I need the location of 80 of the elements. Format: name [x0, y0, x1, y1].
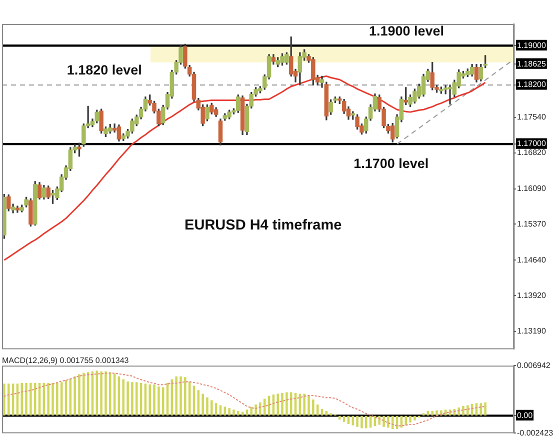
bar — [263, 398, 266, 416]
y-tick-label: 0.006942 — [517, 360, 551, 370]
y-tick-label: 1.16090 — [517, 184, 546, 194]
bar — [131, 382, 134, 416]
chart-title: MACD(12,26,9) 0.001755 0.001343 — [2, 356, 130, 366]
bar — [78, 374, 80, 416]
bar — [259, 402, 262, 416]
bar — [281, 393, 284, 416]
bar — [431, 411, 434, 416]
bar — [158, 386, 160, 416]
bar — [250, 406, 253, 416]
bar — [237, 411, 240, 416]
y-tick-label: 1.17000 — [517, 139, 546, 148]
bar — [109, 372, 112, 416]
bar — [100, 371, 102, 416]
bar — [436, 410, 438, 416]
bar — [338, 416, 341, 420]
bar — [210, 400, 213, 416]
bar — [462, 406, 464, 416]
bar — [206, 397, 208, 416]
bar — [30, 382, 32, 416]
y-tick-label: 1.16820 — [517, 148, 546, 158]
y-tick-label: 1.18200 — [517, 80, 546, 90]
bar — [232, 410, 235, 416]
bar — [308, 396, 310, 416]
bar — [20, 382, 23, 416]
bar — [7, 384, 10, 416]
bar — [404, 416, 407, 426]
bar — [135, 382, 138, 416]
bar — [312, 400, 314, 416]
ref-line-label: 1.1900 level — [368, 23, 444, 38]
bar — [74, 376, 76, 416]
bar — [224, 406, 226, 416]
bar — [466, 405, 469, 416]
y-tick-label: 0.00 — [517, 410, 534, 420]
bar — [47, 382, 50, 416]
bar — [365, 416, 368, 428]
y-tick-label: 1.17540 — [517, 112, 546, 122]
bar — [82, 372, 85, 416]
bar — [286, 392, 288, 416]
bar — [180, 376, 182, 416]
bar — [391, 416, 394, 430]
bar — [422, 413, 425, 416]
bar — [126, 381, 129, 416]
y-tick-label: 1.18625 — [517, 59, 546, 68]
y-tick-label: 1.15370 — [517, 219, 546, 228]
bar — [202, 394, 204, 416]
candlestick — [448, 84, 452, 105]
bar — [409, 416, 412, 423]
bar — [387, 416, 390, 428]
ref-line-label: 1.1820 level — [66, 62, 142, 78]
ref-line-label: 1.1700 level — [354, 156, 429, 171]
bar — [484, 402, 486, 416]
bar — [382, 416, 385, 427]
bar — [184, 377, 186, 416]
bar — [356, 416, 358, 427]
bar — [56, 382, 58, 416]
bar — [52, 382, 54, 416]
annotation: EURUSD H4 timeframe — [184, 218, 342, 234]
y-tick-label: 1.13190 — [517, 326, 546, 336]
bar — [104, 371, 107, 416]
line-series — [4, 372, 486, 426]
bar — [228, 408, 230, 416]
bar — [276, 394, 279, 416]
y-tick-label: 1.14640 — [517, 255, 546, 264]
bar — [330, 413, 332, 416]
bar — [153, 384, 156, 416]
bar — [175, 376, 178, 416]
bar — [25, 382, 28, 416]
y-tick-label: 1.19000 — [517, 40, 546, 50]
bar — [148, 384, 151, 416]
bar — [3, 384, 6, 416]
y-tick-label: 1.13920 — [517, 290, 546, 300]
bar — [303, 394, 306, 416]
bar — [360, 416, 363, 428]
bar — [414, 416, 416, 420]
bar — [378, 416, 381, 425]
bar — [254, 404, 257, 416]
y-tick-label: -0.002423 — [517, 428, 554, 438]
bar — [122, 379, 125, 416]
